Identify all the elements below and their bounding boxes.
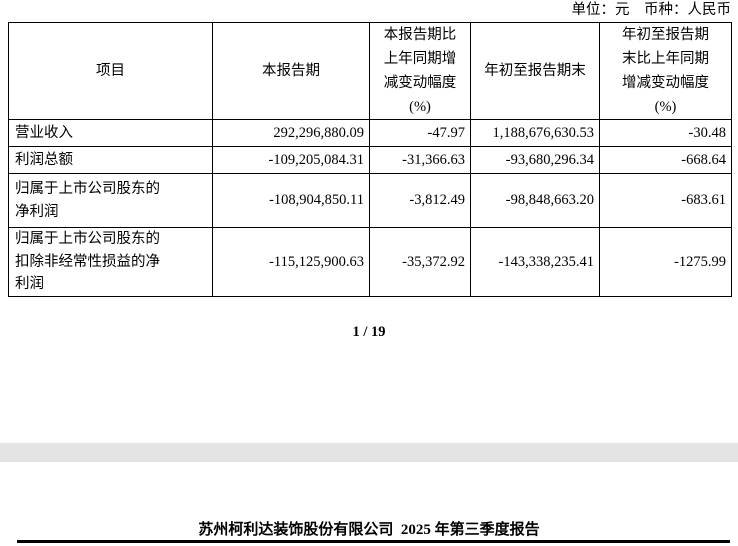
cell-year-to-date: -143,338,235.41	[470, 227, 600, 297]
page-gap-separator	[0, 443, 738, 462]
cell-row-label: 归属于上市公司股东的 扣除非经常性损益的净 利润	[8, 227, 213, 297]
col-header-item: 项目	[8, 22, 213, 120]
header-rule-divider	[17, 540, 730, 543]
page-number-indicator: 1 / 19	[352, 324, 386, 340]
cell-year-to-date: -93,680,296.34	[470, 146, 600, 174]
cell-year-to-date-yoy: -668.64	[599, 146, 732, 174]
report-title-header: 苏州柯利达装饰股份有限公司 2025 年第三季度报告	[198, 522, 540, 538]
cell-year-to-date-yoy: -30.48	[599, 119, 732, 147]
cell-row-label: 归属于上市公司股东的 净利润	[8, 173, 213, 228]
table-header-row: 项目 本报告期 本报告期比 上年同期增 减变动幅度 (%) 年初至报告期末 年初…	[8, 22, 732, 120]
cell-current-period: -115,125,900.63	[212, 227, 370, 297]
cell-current-period: -109,205,084.31	[212, 146, 370, 174]
cell-row-label: 营业收入	[8, 119, 213, 147]
col-header-year-to-date-yoy-change: 年初至报告期 末比上年同期 增减变动幅度 (%)	[599, 22, 732, 120]
cell-current-period-yoy: -3,812.49	[369, 173, 471, 228]
table-row-operating-revenue: 营业收入 292,296,880.09 -47.97 1,188,676,630…	[8, 119, 732, 147]
cell-current-period: 292,296,880.09	[212, 119, 370, 147]
col-header-current-period-yoy-change: 本报告期比 上年同期增 减变动幅度 (%)	[369, 22, 471, 120]
cell-year-to-date-yoy: -1275.99	[599, 227, 732, 297]
cell-current-period: -108,904,850.11	[212, 173, 370, 228]
cell-year-to-date: 1,188,676,630.53	[470, 119, 600, 147]
cell-current-period-yoy: -31,366.63	[369, 146, 471, 174]
table-row-net-profit-excl-nonrecurring: 归属于上市公司股东的 扣除非经常性损益的净 利润 -115,125,900.63…	[8, 227, 732, 297]
table-row-net-profit-attributable: 归属于上市公司股东的 净利润 -108,904,850.11 -3,812.49…	[8, 173, 732, 228]
cell-row-label: 利润总额	[8, 146, 213, 174]
cell-current-period-yoy: -35,372.92	[369, 227, 471, 297]
cell-year-to-date-yoy: -683.61	[599, 173, 732, 228]
financial-summary-table: 项目 本报告期 本报告期比 上年同期增 减变动幅度 (%) 年初至报告期末 年初…	[8, 22, 732, 297]
unit-currency-note: 单位：元 币种：人民币	[571, 2, 732, 18]
table-row-total-profit: 利润总额 -109,205,084.31 -31,366.63 -93,680,…	[8, 146, 732, 174]
cell-current-period-yoy: -47.97	[369, 119, 471, 147]
col-header-current-period: 本报告期	[212, 22, 370, 120]
col-header-year-to-date: 年初至报告期末	[470, 22, 600, 120]
cell-year-to-date: -98,848,663.20	[470, 173, 600, 228]
